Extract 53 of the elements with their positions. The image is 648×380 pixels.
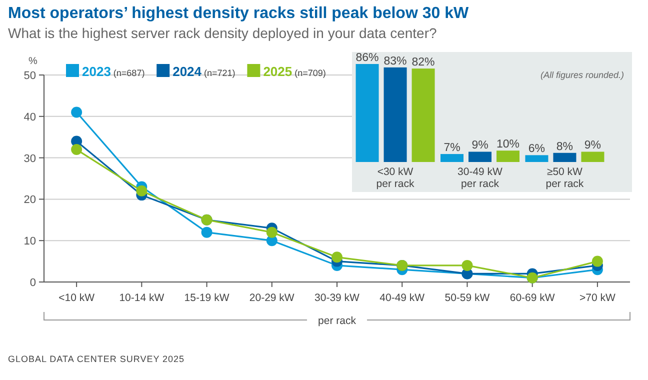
point [592,256,603,267]
legend-label: 2024 (n=721) [172,64,236,79]
y-axis-title: % [28,56,38,67]
y-tick-label: 0 [30,277,36,289]
y-tick-label: 20 [24,194,36,206]
x-tick-label: 40-49 kW [380,292,425,304]
point [201,226,212,238]
point [71,106,82,118]
x-tick-label: 15-19 kW [184,292,230,304]
y-tick-label: 10 [24,236,36,248]
bar [384,67,407,162]
data-label: 86% [356,52,379,64]
bar [525,155,548,162]
x-tick-label: 20-29 kW [249,292,294,304]
y-tick-label: 50 [24,70,36,82]
annotation: (All figures rounded.) [540,70,624,80]
point [71,144,82,156]
point [266,226,278,238]
x-tick-label: >70 kW [580,292,616,304]
bar [496,150,520,162]
point [136,185,148,196]
data-label: 10% [496,138,520,151]
x-tick-label: 30-49 kW per rack [458,166,503,190]
bar [356,64,379,162]
text: GLOBAL DATA CENTER SURVEY 2025 [8,354,185,364]
x-tick-label: 30-39 kW [314,292,360,304]
bar [440,154,464,162]
x-tick-label: 60-69 kW [510,292,555,304]
point [332,252,342,263]
x-tick-label: ≥50 kW per rack [546,166,584,190]
data-label: 9% [584,140,602,152]
data-label: 82% [412,56,435,69]
data-label: 7% [444,142,460,154]
chart-title: Most operators’ highest density racks still peak below 30 kW [8,5,470,22]
chart-subtitle: What is the highest server rack density deployed in your data center? [8,25,437,41]
x-tick-label: <10 kW [58,292,95,304]
x-tick-label: 10-14 kW [119,292,164,304]
y-tick-label: 40 [24,111,36,124]
bar [468,152,492,162]
x-tick-label: <30 kW per rack [376,166,415,190]
data-label: 6% [528,143,546,156]
data-label: 8% [556,140,574,153]
y-tick-label: 30 [24,152,36,165]
point [462,260,473,271]
x-axis-title: per rack [318,315,357,327]
bar [581,152,604,162]
data-label: 9% [472,140,488,152]
bar [412,68,435,162]
x-tick-label: 50-59 kW [444,292,490,304]
legend-label: 2023 (n=687) [82,64,145,79]
bar [553,152,576,162]
legend-label: 2025 (n=709) [263,64,326,79]
data-label: 83% [384,55,407,68]
